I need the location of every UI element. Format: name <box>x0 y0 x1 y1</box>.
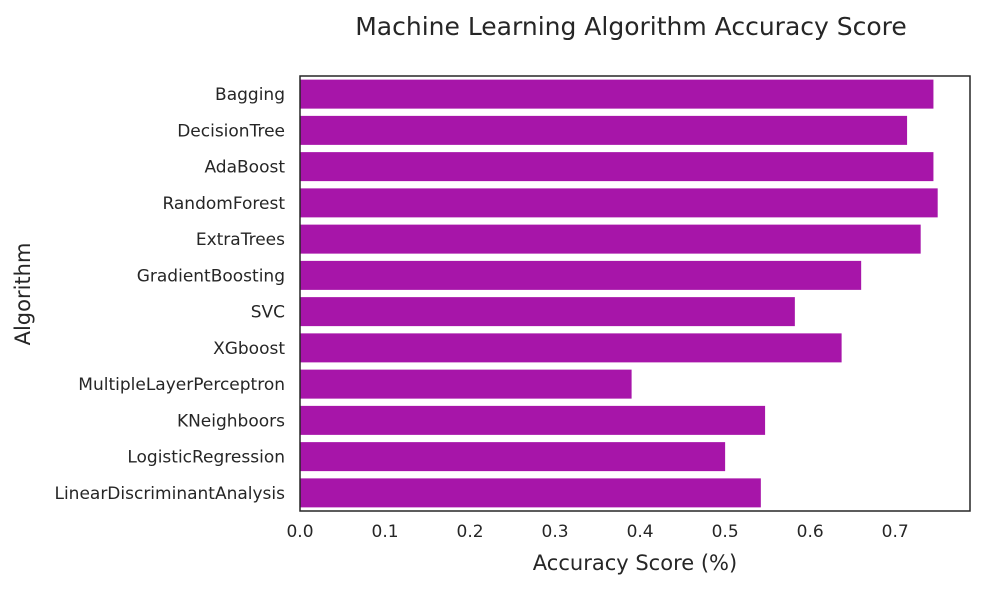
x-tick-labels: 0.0 0.1 0.2 0.3 0.4 0.5 0.6 0.7 <box>286 522 908 542</box>
plot-frame <box>299 75 971 512</box>
y-tick-label: LogisticRegression <box>127 448 285 468</box>
bar <box>300 333 842 363</box>
x-axis-label: Accuracy Score (%) <box>533 551 737 575</box>
x-tick-label: 0.3 <box>542 522 569 542</box>
bar <box>300 115 908 145</box>
x-tick-label: 0.4 <box>627 522 654 542</box>
y-tick-label: MultipleLayerPerceptron <box>78 375 285 395</box>
y-tick-label: ExtraTrees <box>196 230 285 250</box>
bar <box>300 188 938 218</box>
bar <box>300 260 862 290</box>
y-axis-label: Algorithm <box>11 243 35 346</box>
x-tick-label: 0.2 <box>457 522 484 542</box>
bar <box>300 442 726 472</box>
bars-layer <box>300 79 938 508</box>
x-tick-label: 0.5 <box>712 522 739 542</box>
bar <box>300 79 934 109</box>
y-tick-label: RandomForest <box>162 194 285 214</box>
y-tick-label: LinearDiscriminantAnalysis <box>54 484 285 504</box>
bar <box>300 297 795 327</box>
bar <box>300 224 921 254</box>
y-tick-label: KNeighboors <box>177 411 285 431</box>
chart-title: Machine Learning Algorithm Accuracy Scor… <box>355 12 907 41</box>
bar <box>300 405 766 435</box>
bar <box>300 152 934 182</box>
bar <box>300 369 632 399</box>
y-tick-label: Bagging <box>215 85 285 105</box>
y-tick-label: AdaBoost <box>204 158 285 178</box>
y-tick-label: XGboost <box>213 339 285 359</box>
bar <box>300 478 761 508</box>
y-tick-label: SVC <box>251 303 285 323</box>
y-tick-label: DecisionTree <box>177 121 285 141</box>
x-tick-label: 0.0 <box>286 522 313 542</box>
x-tick-label: 0.1 <box>372 522 399 542</box>
y-tick-label: GradientBoosting <box>137 266 285 286</box>
x-tick-label: 0.7 <box>882 522 909 542</box>
x-tick-label: 0.6 <box>797 522 824 542</box>
y-tick-labels: Bagging DecisionTree AdaBoost RandomForest E… <box>54 85 285 504</box>
